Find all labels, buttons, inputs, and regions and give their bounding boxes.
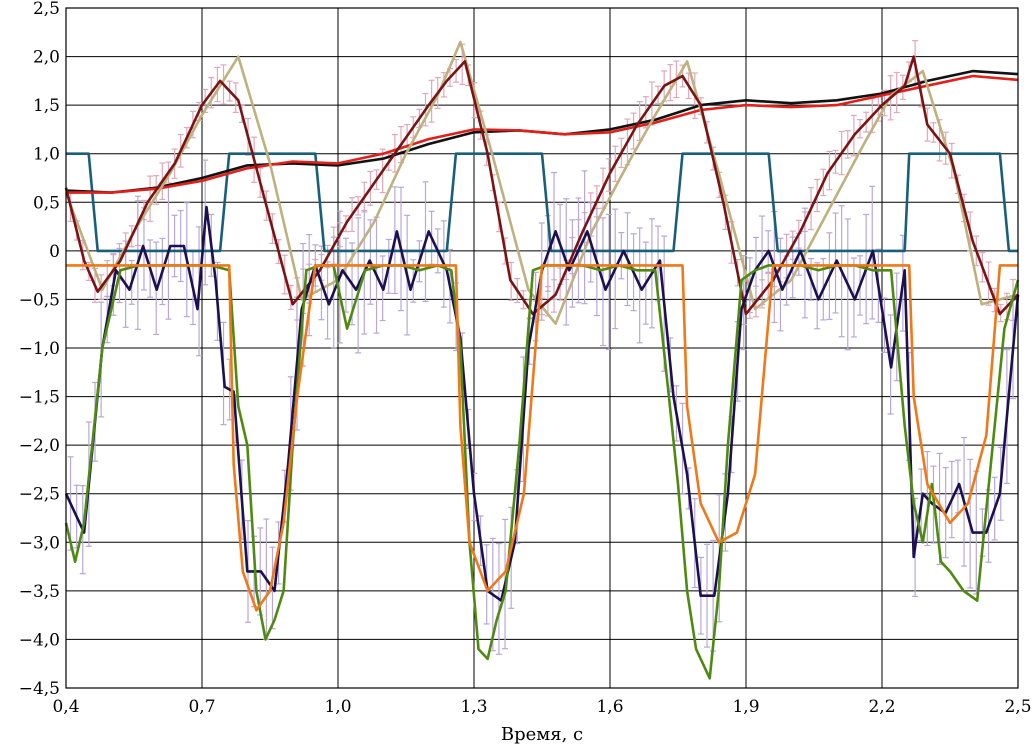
x-tick-label: 0,4 [52, 697, 79, 717]
x-tick-label: 1,6 [596, 697, 623, 717]
y-tick-label: −1,0 [19, 339, 60, 359]
y-tick-label: −3,0 [19, 533, 60, 553]
y-tick-label: 0 [49, 242, 60, 262]
x-tick-label: 1,3 [460, 697, 487, 717]
y-tick-label: 0,5 [33, 193, 60, 213]
series-line-5 [64, 205, 1020, 602]
x-tick-labels: 0,4 0,7 1,0 1,3 1,6 1,9 2,2 2,5 [52, 697, 1031, 717]
series-line-7 [66, 264, 1018, 612]
y-tick-label: 2,0 [33, 48, 60, 68]
y-tick-label: −0,5 [19, 290, 60, 310]
y-tick-labels: 2,5 2,0 1,5 1,0 0,5 0 −0,5 −1,0 −1,5 −2,0 −2,5 −3,0… [19, 0, 60, 699]
series-lines [64, 40, 1020, 680]
y-tick-label: −4,5 [19, 679, 60, 699]
plot-frame [65, 7, 1019, 689]
y-tick-label: −3,5 [19, 582, 60, 602]
y-tick-label: −4,0 [19, 630, 60, 650]
y-tick-label: −2,0 [19, 436, 60, 456]
x-tick-label: 0,7 [188, 697, 215, 717]
y-tick-label: 1,0 [33, 145, 60, 165]
x-axis-label: Время, с [501, 724, 583, 745]
x-tick-label: 2,5 [1004, 697, 1031, 717]
y-tick-label: −1,5 [19, 388, 60, 408]
y-tick-label: −2,5 [19, 485, 60, 505]
x-tick-label: 2,2 [868, 697, 895, 717]
series-line-2 [66, 74, 1019, 194]
x-tick-label: 1,0 [324, 697, 351, 717]
y-tick-label: 1,5 [33, 96, 60, 116]
y-tick-label: 2,5 [33, 0, 60, 19]
series-line-0 [66, 152, 1018, 253]
series-line-6 [64, 264, 1020, 680]
x-tick-label: 1,9 [732, 697, 759, 717]
series-line-4 [64, 55, 1019, 316]
grid [65, 7, 1019, 689]
